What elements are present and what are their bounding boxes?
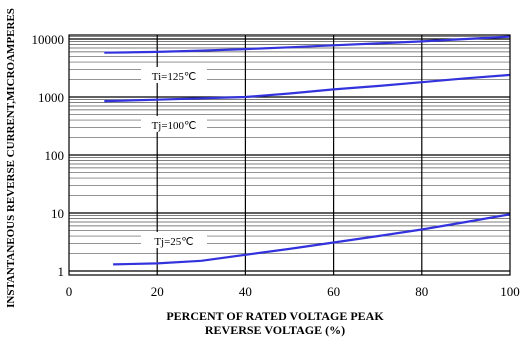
series-label-box	[141, 67, 207, 83]
series-line-2	[104, 73, 511, 103]
series-label-boxes: Ti=125℃ Tj=100℃ Tj=25℃	[141, 67, 207, 248]
x-tick-labels: 0 20 40 60 80 100	[66, 284, 520, 299]
x-tick-label: 0	[66, 284, 73, 299]
series-line-1	[104, 35, 511, 54]
y-tick-label: 1000	[38, 90, 64, 105]
series-label-box	[141, 232, 207, 248]
x-tick-label: 80	[415, 284, 428, 299]
y-tick-label: 100	[45, 148, 65, 163]
x-tick-label: 40	[239, 284, 252, 299]
x-tick-label: 100	[500, 284, 520, 299]
series-label-box	[141, 116, 207, 132]
series-line-3	[113, 213, 511, 266]
y-tick-labels: 1 10 100 1000 10000	[32, 32, 65, 279]
series-label-3: Tj=25℃	[154, 236, 193, 248]
series-label-2: Tj=100℃	[152, 120, 197, 132]
x-tick-label: 60	[327, 284, 340, 299]
y-axis-title: INSTANTANEOUS REVERSE CURRENT,MICROAMPER…	[5, 8, 17, 308]
y-tick-label: 1	[58, 264, 65, 279]
x-axis-title-line2: REVERSE VOLTAGE (%)	[205, 323, 345, 337]
plot-frame	[68, 34, 511, 276]
y-tick-label: 10000	[32, 32, 65, 47]
series-lines	[104, 35, 511, 266]
x-tick-label: 20	[151, 284, 164, 299]
series-label-1: Ti=125℃	[152, 71, 196, 83]
y-tick-label: 10	[51, 206, 64, 221]
x-axis-title-line1: PERCENT OF RATED VOLTAGE PEAK	[166, 309, 384, 323]
